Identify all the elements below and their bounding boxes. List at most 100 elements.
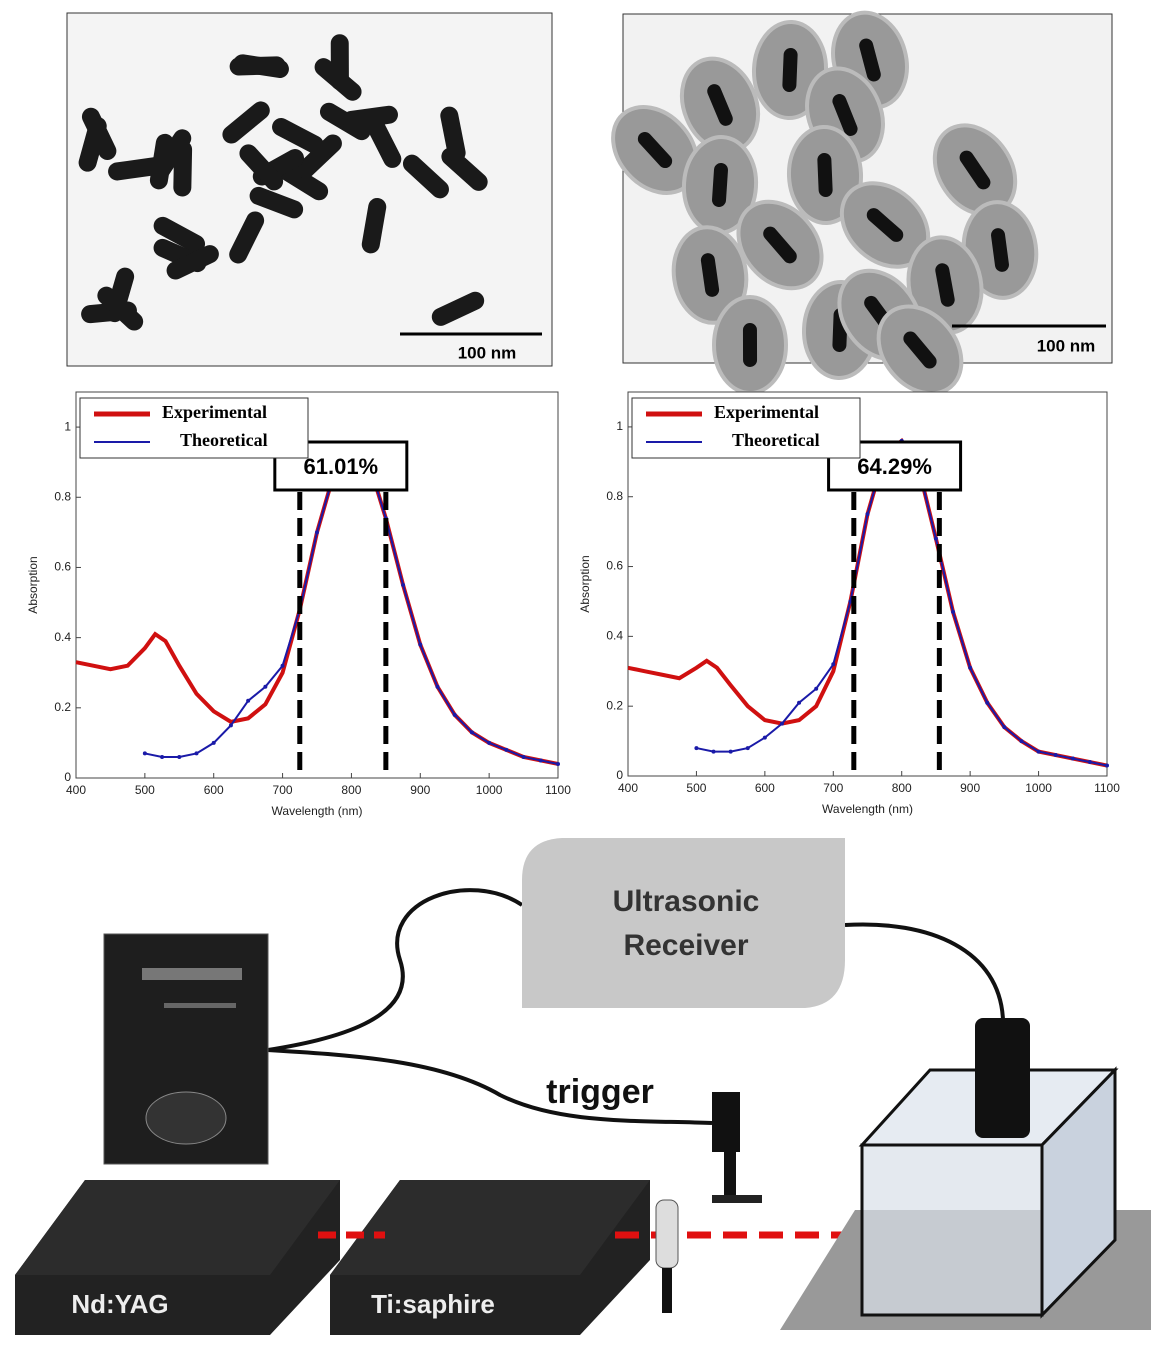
cable	[845, 924, 1003, 1020]
post	[724, 1152, 736, 1197]
point	[556, 762, 560, 766]
detector	[712, 1092, 740, 1152]
x-axis-label: Wavelength (nm)	[272, 804, 363, 818]
point	[1105, 764, 1109, 768]
point	[814, 687, 818, 691]
point	[143, 751, 147, 755]
nanorod	[817, 153, 833, 198]
trigger-label: trigger	[546, 1073, 654, 1111]
transducer	[975, 1018, 1030, 1138]
point	[934, 537, 938, 541]
point	[539, 758, 543, 762]
x-tick-label: 1000	[476, 783, 503, 797]
x-tick-label: 800	[892, 781, 912, 795]
tank	[862, 1145, 1042, 1315]
point	[763, 736, 767, 740]
nanorod	[712, 163, 729, 208]
point	[831, 662, 835, 666]
y-tick-label: 0.2	[54, 700, 71, 714]
receiver-label: Ultrasonic	[613, 885, 760, 918]
x-tick-label: 900	[410, 783, 430, 797]
point	[694, 746, 698, 750]
annotation: 64.29%	[857, 454, 932, 479]
point	[315, 530, 319, 534]
x-tick-label: 1100	[1094, 781, 1120, 795]
legend-label: Experimental	[162, 402, 267, 422]
x-tick-label: 700	[823, 781, 843, 795]
cable	[268, 890, 522, 1050]
point	[729, 750, 733, 754]
scale-label: 100 nm	[1037, 336, 1096, 355]
y-tick-label: 0.8	[54, 489, 71, 503]
y-tick-label: 1	[64, 419, 71, 433]
y-tick-label: 0.4	[606, 629, 623, 643]
x-tick-label: 500	[135, 783, 155, 797]
point	[246, 699, 250, 703]
annotation: 61.01%	[304, 454, 379, 479]
point	[951, 610, 955, 614]
y-tick-label: 0.6	[54, 560, 71, 574]
point	[712, 750, 716, 754]
x-tick-label: 600	[204, 783, 224, 797]
setup-diagram: Ultrasonic Receiver trigger Nd:YAG Ti:sa…	[15, 838, 1151, 1335]
y-axis-label: Absorption	[26, 556, 40, 613]
x-tick-label: 500	[686, 781, 706, 795]
x-tick-label: 900	[960, 781, 980, 795]
point	[212, 741, 216, 745]
x-tick-label: 800	[341, 783, 361, 797]
point	[985, 701, 989, 705]
power-button	[146, 1092, 226, 1144]
point	[453, 713, 457, 717]
receiver	[522, 838, 845, 1008]
x-axis-label: Wavelength (nm)	[822, 802, 913, 816]
point	[401, 583, 405, 587]
receiver-label: Receiver	[623, 929, 748, 962]
base	[712, 1195, 762, 1203]
post	[662, 1268, 672, 1313]
y-tick-label: 0.4	[54, 630, 71, 644]
point	[1037, 750, 1041, 754]
point	[1002, 725, 1006, 729]
point	[160, 755, 164, 759]
y-tick-label: 0.6	[606, 559, 623, 573]
nanorod	[229, 56, 286, 76]
lens	[656, 1200, 678, 1268]
drive	[164, 1003, 236, 1008]
y-tick-label: 0.8	[606, 489, 623, 503]
y-tick-label: 1	[616, 419, 623, 433]
point	[281, 664, 285, 668]
x-tick-label: 700	[273, 783, 293, 797]
laser-label: Ti:saphire	[371, 1289, 495, 1319]
drive	[142, 968, 242, 980]
figure: 100 nm 100 nm Ultrasonic Receiver trigge…	[0, 0, 1151, 1345]
point	[229, 723, 233, 727]
legend-label: Theoretical	[732, 430, 820, 450]
point	[263, 685, 267, 689]
nanorod	[743, 323, 757, 367]
y-tick-label: 0	[64, 770, 71, 784]
legend-label: Theoretical	[180, 430, 268, 450]
point	[487, 741, 491, 745]
legend-label: Experimental	[714, 402, 819, 422]
point	[195, 751, 199, 755]
point	[470, 730, 474, 734]
x-tick-label: 1000	[1025, 781, 1052, 795]
y-tick-label: 0	[616, 768, 623, 782]
point	[504, 748, 508, 752]
point	[1088, 760, 1092, 764]
x-tick-label: 600	[755, 781, 775, 795]
point	[177, 755, 181, 759]
point	[1071, 757, 1075, 761]
point	[797, 701, 801, 705]
x-tick-label: 1100	[545, 783, 571, 797]
page: 100 nm 100 nm Ultrasonic Receiver trigge…	[0, 0, 1151, 1350]
point	[968, 666, 972, 670]
nanorod	[782, 48, 798, 93]
x-tick-label: 400	[618, 781, 638, 795]
point	[1019, 739, 1023, 743]
point	[418, 643, 422, 647]
point	[436, 685, 440, 689]
scale-label: 100 nm	[458, 343, 517, 362]
point	[780, 722, 784, 726]
x-tick-label: 400	[66, 783, 86, 797]
